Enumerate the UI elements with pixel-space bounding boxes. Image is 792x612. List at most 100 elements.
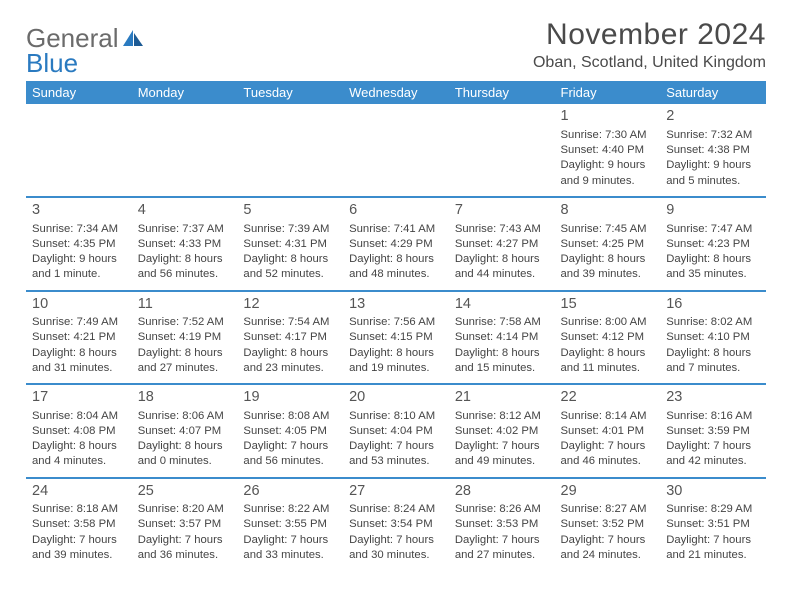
daylight-text: and 27 minutes. [138, 361, 232, 376]
day-number: 26 [243, 482, 337, 502]
sunrise-text: Sunrise: 8:26 AM [455, 502, 549, 517]
day-cell: 10Sunrise: 7:49 AMSunset: 4:21 PMDayligh… [26, 291, 132, 385]
daylight-text: and 21 minutes. [666, 548, 760, 563]
daylight-text: Daylight: 7 hours [349, 533, 443, 548]
sunset-text: Sunset: 4:29 PM [349, 237, 443, 252]
day-cell: 6Sunrise: 7:41 AMSunset: 4:29 PMDaylight… [343, 197, 449, 291]
day-number: 3 [32, 201, 126, 221]
sunrise-text: Sunrise: 8:16 AM [666, 409, 760, 424]
daylight-text: Daylight: 8 hours [138, 252, 232, 267]
day-number: 16 [666, 295, 760, 315]
day-number: 21 [455, 388, 549, 408]
sunset-text: Sunset: 3:54 PM [349, 517, 443, 532]
daylight-text: and 46 minutes. [561, 454, 655, 469]
location-subtitle: Oban, Scotland, United Kingdom [533, 54, 766, 72]
col-tuesday: Tuesday [237, 81, 343, 104]
empty-cell [449, 104, 555, 197]
sunrise-text: Sunrise: 8:04 AM [32, 409, 126, 424]
sunrise-text: Sunrise: 7:52 AM [138, 315, 232, 330]
empty-cell [237, 104, 343, 197]
daylight-text: Daylight: 7 hours [243, 439, 337, 454]
daylight-text: and 53 minutes. [349, 454, 443, 469]
day-cell: 30Sunrise: 8:29 AMSunset: 3:51 PMDayligh… [660, 478, 766, 571]
daylight-text: and 31 minutes. [32, 361, 126, 376]
day-number: 29 [561, 482, 655, 502]
sunrise-text: Sunrise: 7:39 AM [243, 222, 337, 237]
day-cell: 23Sunrise: 8:16 AMSunset: 3:59 PMDayligh… [660, 384, 766, 478]
sunset-text: Sunset: 4:17 PM [243, 330, 337, 345]
empty-cell [132, 104, 238, 197]
day-number: 6 [349, 201, 443, 221]
daylight-text: and 24 minutes. [561, 548, 655, 563]
day-number: 18 [138, 388, 232, 408]
sunset-text: Sunset: 4:35 PM [32, 237, 126, 252]
title-block: November 2024 Oban, Scotland, United Kin… [533, 18, 766, 72]
day-number: 28 [455, 482, 549, 502]
sunset-text: Sunset: 4:02 PM [455, 424, 549, 439]
sunset-text: Sunset: 3:51 PM [666, 517, 760, 532]
sunrise-text: Sunrise: 8:08 AM [243, 409, 337, 424]
logo-word-blue: Blue [26, 48, 78, 78]
sunset-text: Sunset: 4:01 PM [561, 424, 655, 439]
sunrise-text: Sunrise: 7:34 AM [32, 222, 126, 237]
daylight-text: and 44 minutes. [455, 267, 549, 282]
day-cell: 4Sunrise: 7:37 AMSunset: 4:33 PMDaylight… [132, 197, 238, 291]
day-cell: 1Sunrise: 7:30 AMSunset: 4:40 PMDaylight… [555, 104, 661, 197]
daylight-text: Daylight: 8 hours [32, 346, 126, 361]
daylight-text: and 39 minutes. [561, 267, 655, 282]
day-number: 25 [138, 482, 232, 502]
day-number: 17 [32, 388, 126, 408]
daylight-text: and 56 minutes. [243, 454, 337, 469]
day-number: 20 [349, 388, 443, 408]
day-number: 8 [561, 201, 655, 221]
daylight-text: and 39 minutes. [32, 548, 126, 563]
day-number: 10 [32, 295, 126, 315]
month-title: November 2024 [533, 18, 766, 52]
sunrise-text: Sunrise: 8:22 AM [243, 502, 337, 517]
col-sunday: Sunday [26, 81, 132, 104]
daylight-text: Daylight: 7 hours [666, 533, 760, 548]
daylight-text: and 56 minutes. [138, 267, 232, 282]
daylight-text: Daylight: 8 hours [32, 439, 126, 454]
day-cell: 12Sunrise: 7:54 AMSunset: 4:17 PMDayligh… [237, 291, 343, 385]
col-thursday: Thursday [449, 81, 555, 104]
sunrise-text: Sunrise: 8:02 AM [666, 315, 760, 330]
sunset-text: Sunset: 4:31 PM [243, 237, 337, 252]
day-cell: 3Sunrise: 7:34 AMSunset: 4:35 PMDaylight… [26, 197, 132, 291]
sunrise-text: Sunrise: 8:06 AM [138, 409, 232, 424]
day-cell: 24Sunrise: 8:18 AMSunset: 3:58 PMDayligh… [26, 478, 132, 571]
day-cell: 16Sunrise: 8:02 AMSunset: 4:10 PMDayligh… [660, 291, 766, 385]
daylight-text: and 52 minutes. [243, 267, 337, 282]
sunrise-text: Sunrise: 7:56 AM [349, 315, 443, 330]
daylight-text: Daylight: 8 hours [561, 252, 655, 267]
day-number: 5 [243, 201, 337, 221]
sunrise-text: Sunrise: 7:43 AM [455, 222, 549, 237]
sunrise-text: Sunrise: 7:32 AM [666, 128, 760, 143]
sunrise-text: Sunrise: 8:00 AM [561, 315, 655, 330]
calendar-row: 24Sunrise: 8:18 AMSunset: 3:58 PMDayligh… [26, 478, 766, 571]
daylight-text: Daylight: 9 hours [666, 158, 760, 173]
day-number: 30 [666, 482, 760, 502]
sunset-text: Sunset: 4:05 PM [243, 424, 337, 439]
daylight-text: and 19 minutes. [349, 361, 443, 376]
sunrise-text: Sunrise: 8:14 AM [561, 409, 655, 424]
day-number: 19 [243, 388, 337, 408]
daylight-text: Daylight: 7 hours [561, 533, 655, 548]
calendar-row: 17Sunrise: 8:04 AMSunset: 4:08 PMDayligh… [26, 384, 766, 478]
daylight-text: and 11 minutes. [561, 361, 655, 376]
day-cell: 5Sunrise: 7:39 AMSunset: 4:31 PMDaylight… [237, 197, 343, 291]
daylight-text: Daylight: 8 hours [349, 346, 443, 361]
daylight-text: and 4 minutes. [32, 454, 126, 469]
sunrise-text: Sunrise: 8:18 AM [32, 502, 126, 517]
sunrise-text: Sunrise: 7:49 AM [32, 315, 126, 330]
daylight-text: and 48 minutes. [349, 267, 443, 282]
daylight-text: Daylight: 7 hours [349, 439, 443, 454]
calendar-row: 10Sunrise: 7:49 AMSunset: 4:21 PMDayligh… [26, 291, 766, 385]
col-wednesday: Wednesday [343, 81, 449, 104]
day-cell: 28Sunrise: 8:26 AMSunset: 3:53 PMDayligh… [449, 478, 555, 571]
daylight-text: Daylight: 7 hours [455, 533, 549, 548]
day-number: 11 [138, 295, 232, 315]
daylight-text: Daylight: 7 hours [561, 439, 655, 454]
daylight-text: and 7 minutes. [666, 361, 760, 376]
day-number: 4 [138, 201, 232, 221]
